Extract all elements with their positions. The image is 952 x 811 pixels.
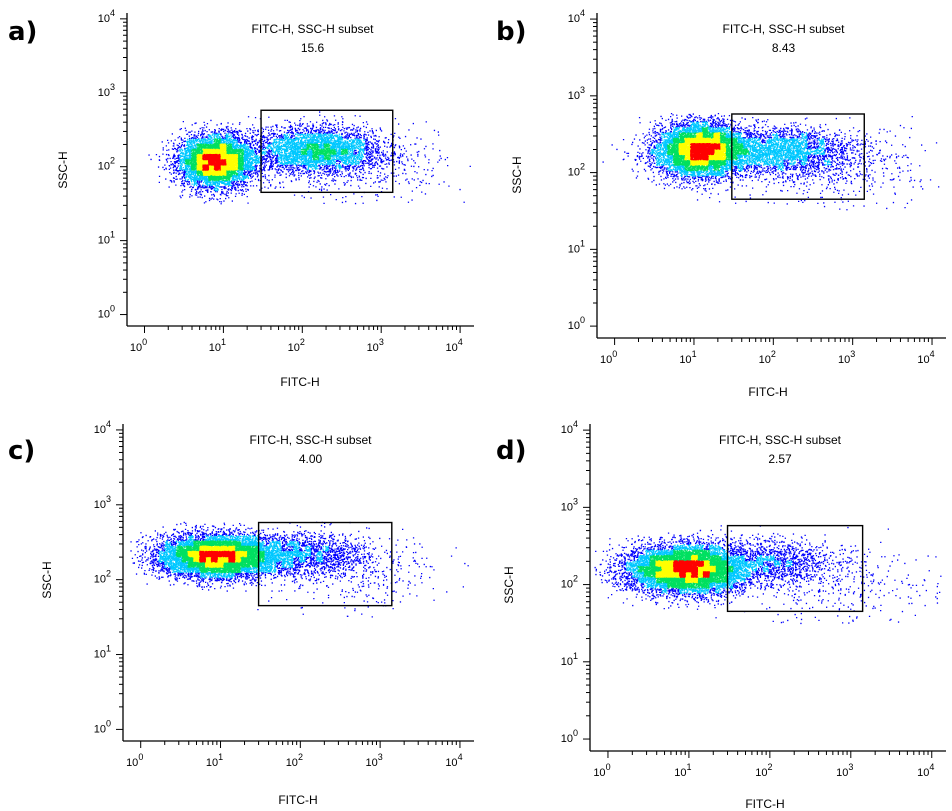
x-tick-label: 104	[445, 337, 462, 354]
gate-title: FITC-H, SSC-H subset	[722, 22, 845, 36]
panel-2: c) 100 101 102 103 104 100 101 102 103 104 FITC-H SS…	[8, 419, 474, 807]
y-tick-label: 101	[568, 238, 585, 255]
x-tick-label: 101	[679, 349, 696, 366]
x-tick-label: 102	[286, 752, 303, 769]
y-tick-label: 102	[568, 162, 585, 179]
gate-percentage: 4.00	[299, 452, 323, 466]
x-tick-label: 101	[209, 337, 226, 354]
x-tick-label: 103	[366, 752, 383, 769]
y-tick-label: 103	[561, 496, 578, 513]
density-level-1	[649, 121, 831, 177]
y-tick-label: 103	[94, 494, 111, 511]
panel-3: d) 100 101 102 103 104 100 101 102 103 104 FITC-H SS…	[496, 419, 946, 811]
x-tick-label: 104	[917, 349, 934, 366]
density-level-4	[202, 153, 227, 171]
gate-percentage: 2.57	[768, 452, 792, 466]
y-tick-label: 101	[94, 644, 111, 661]
x-tick-label: 102	[288, 337, 305, 354]
y-tick-label: 101	[98, 230, 115, 247]
gate-percentage: 8.43	[772, 41, 796, 55]
x-tick-label: 104	[917, 762, 934, 779]
x-tick-label: 102	[755, 762, 772, 779]
panel-0: a) 100 101 102 103 104 100 101 102 103 104 FITC-H SS…	[8, 8, 474, 389]
y-tick-label: 100	[561, 728, 578, 745]
y-tick-label: 100	[98, 304, 115, 321]
x-tick-label: 101	[674, 762, 691, 779]
gate-rectangle	[260, 109, 394, 194]
x-tick-label: 103	[836, 762, 853, 779]
panel-letter: c)	[8, 436, 35, 466]
gate-percentage: 15.6	[301, 41, 325, 55]
x-tick-label: 100	[130, 337, 147, 354]
y-tick-label: 104	[98, 8, 115, 25]
panel-letter: b)	[496, 17, 527, 47]
x-tick-label: 100	[126, 752, 143, 769]
density-level-4	[690, 143, 721, 161]
x-tick-label: 102	[759, 349, 776, 366]
gate-title: FITC-H, SSC-H subset	[719, 433, 842, 447]
x-tick-label: 103	[838, 349, 855, 366]
y-tick-label: 100	[568, 315, 585, 332]
y-axis-title: SSC-H	[56, 151, 70, 188]
events-scatter	[130, 521, 469, 618]
density-level-0	[602, 113, 940, 211]
y-tick-label: 104	[94, 419, 111, 436]
events-scatter	[594, 525, 942, 625]
density-level-3	[196, 143, 239, 176]
y-tick-label: 103	[98, 82, 115, 99]
y-tick-label: 100	[94, 718, 111, 735]
y-tick-label: 103	[568, 85, 585, 102]
density-level-4	[673, 560, 710, 578]
panel-1: b) 100 101 102 103 104 100 101 102 103 104 FITC-H SS…	[496, 8, 946, 399]
y-axis-title: SSC-H	[510, 156, 524, 193]
events-scatter	[148, 111, 471, 205]
x-tick-label: 100	[600, 349, 617, 366]
density-level-0	[594, 525, 942, 625]
x-tick-label: 101	[206, 752, 223, 769]
gate-rectangle	[726, 524, 864, 613]
gate-title: FITC-H, SSC-H subset	[251, 22, 374, 36]
density-level-1	[158, 535, 329, 579]
y-tick-label: 104	[561, 419, 578, 436]
y-axis-title: SSC-H	[502, 566, 516, 603]
y-axis-title: SSC-H	[40, 561, 54, 598]
panel-letter: a)	[8, 17, 37, 47]
y-tick-label: 102	[94, 569, 111, 586]
x-axis-title: FITC-H	[745, 797, 784, 811]
y-tick-label: 102	[561, 574, 578, 591]
y-tick-label: 102	[98, 156, 115, 173]
x-axis-title: FITC-H	[280, 375, 319, 389]
x-tick-label: 103	[367, 337, 384, 354]
density-level-4	[199, 550, 236, 563]
x-tick-label: 104	[445, 752, 462, 769]
y-tick-label: 101	[561, 651, 578, 668]
density-level-1	[179, 133, 366, 192]
y-tick-label: 104	[568, 8, 585, 25]
gate-rectangle	[731, 113, 865, 200]
x-tick-label: 100	[593, 762, 610, 779]
panel-letter: d)	[496, 436, 527, 466]
events-scatter	[602, 113, 940, 211]
x-axis-title: FITC-H	[278, 793, 317, 807]
gate-title: FITC-H, SSC-H subset	[249, 433, 372, 447]
density-level-2	[175, 540, 265, 574]
density-level-3	[655, 554, 716, 584]
x-axis-title: FITC-H	[748, 385, 787, 399]
gate-rectangle	[257, 521, 393, 607]
density-level-2	[637, 549, 734, 589]
